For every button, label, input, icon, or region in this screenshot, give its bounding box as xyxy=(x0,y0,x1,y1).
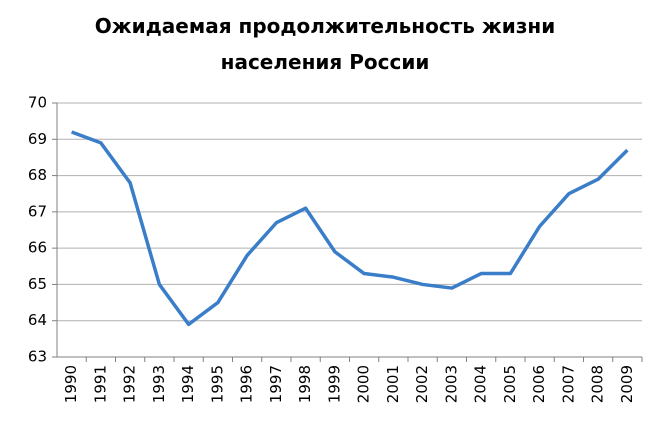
x-tick-label: 2006 xyxy=(530,365,548,403)
y-tick-label: 67 xyxy=(28,202,47,220)
x-tick-label: 1995 xyxy=(208,365,226,403)
y-tick-label: 65 xyxy=(28,275,47,293)
x-tick-label: 1994 xyxy=(179,365,197,403)
y-tick-label: 66 xyxy=(28,239,47,257)
x-tick-label: 1998 xyxy=(296,365,314,403)
x-tick-label: 2008 xyxy=(589,365,607,403)
x-tick-label: 1997 xyxy=(267,365,285,403)
x-tick-label: 2007 xyxy=(559,365,577,403)
x-tick-label: 1991 xyxy=(91,365,109,403)
chart-title: Ожидаемая продолжительность жизни населе… xyxy=(94,14,556,74)
x-tick-label: 2001 xyxy=(384,365,402,403)
x-tick-label: 1993 xyxy=(150,365,168,403)
y-tick-label: 68 xyxy=(28,166,47,184)
y-tick-label: 63 xyxy=(28,348,47,366)
x-tick-label: 1999 xyxy=(325,365,343,403)
data-line xyxy=(71,130,629,327)
x-tick-label: 2003 xyxy=(442,365,460,403)
x-tick-label: 2000 xyxy=(355,365,373,403)
x-tick-label: 2009 xyxy=(618,365,636,403)
x-tick-label: 1990 xyxy=(62,365,80,403)
x-tick-label: 2002 xyxy=(413,365,431,403)
x-tick-label: 2004 xyxy=(472,365,490,403)
y-tick-label: 69 xyxy=(28,130,47,148)
x-tick-label: 1992 xyxy=(121,365,139,403)
y-tick-label: 70 xyxy=(28,94,47,112)
x-tick-label: 2005 xyxy=(501,365,519,403)
y-tick-label: 64 xyxy=(28,311,47,329)
x-tick-label: 1996 xyxy=(238,365,256,403)
